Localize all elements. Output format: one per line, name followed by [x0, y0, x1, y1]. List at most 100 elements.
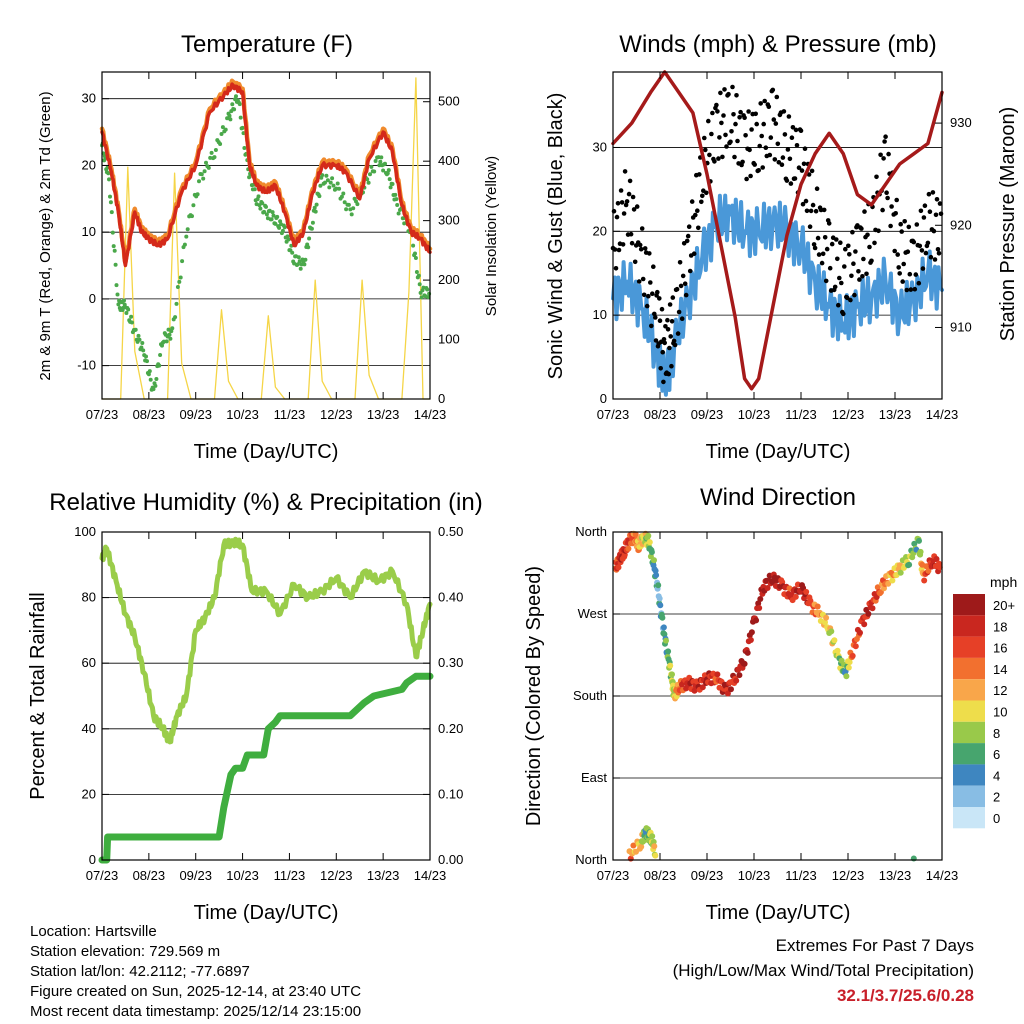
legend-label: 4: [993, 768, 1000, 783]
temperature-2m-line: [100, 82, 432, 268]
dewpoint-point: [314, 202, 319, 207]
dewpoint-point: [157, 363, 162, 368]
y-tick-label: East: [581, 770, 607, 785]
gust-point: [856, 269, 861, 274]
dewpoint-point: [278, 219, 283, 224]
gust-point: [849, 273, 854, 279]
x-tick-label: 07/23: [86, 407, 119, 422]
gust-point: [691, 251, 697, 256]
dewpoint-point: [191, 203, 196, 208]
winds-ylabel-left: Sonic Wind & Gust (Blue, Black): [545, 93, 567, 380]
dewpoint-point: [228, 117, 233, 122]
dewpoint-point: [395, 203, 400, 207]
direction-point: [814, 603, 821, 610]
gust-point: [763, 145, 769, 150]
gust-point: [738, 109, 743, 115]
gust-point: [911, 239, 917, 245]
gust-point: [881, 156, 886, 161]
dewpoint-point: [126, 307, 131, 312]
gust-point: [934, 197, 940, 202]
dewpoint-point: [137, 337, 142, 342]
dewpoint-point: [174, 301, 179, 306]
dewpoint-point: [390, 182, 395, 186]
x-tick-label: 13/23: [879, 407, 912, 422]
dewpoint-point: [139, 345, 144, 350]
gust-point: [757, 143, 762, 149]
gust-point: [884, 190, 889, 195]
dewpoint-point: [355, 202, 360, 207]
temperature-9m-line: [99, 78, 433, 265]
x-tick-label: 10/23: [738, 407, 771, 422]
dewpoint-point: [147, 369, 152, 374]
gust-point: [729, 129, 734, 134]
gust-point: [743, 133, 748, 138]
gust-point: [771, 117, 777, 122]
dewpoint-point: [180, 259, 185, 264]
gust-point: [835, 256, 840, 262]
gust-point: [772, 157, 778, 162]
gust-point: [801, 161, 807, 167]
direction-point: [714, 671, 721, 678]
dewpoint-point: [212, 155, 217, 160]
y-tick-label: 80: [82, 590, 96, 605]
x-tick-label: 13/23: [879, 868, 912, 883]
y-tick-label: 20: [82, 157, 96, 172]
dewpoint-point: [318, 183, 323, 188]
direction-point: [625, 545, 632, 552]
gust-point: [685, 233, 691, 239]
dewpoint-point: [317, 194, 322, 199]
legend-swatch: [953, 615, 985, 637]
gust-point: [626, 191, 632, 197]
gust-point: [904, 287, 910, 293]
gust-point: [752, 162, 757, 167]
temperature-ylabel-right: Solar Insolation (Yellow): [483, 156, 500, 316]
direction-point: [667, 662, 674, 669]
y2-tick-label: 920: [950, 217, 972, 232]
gust-point: [629, 240, 635, 246]
direction-point: [630, 842, 637, 849]
dewpoint-point: [110, 230, 115, 235]
gust-point: [749, 127, 754, 132]
dewpoint-point: [252, 187, 257, 192]
dewpoint-point: [331, 183, 336, 188]
gust-point: [665, 317, 670, 323]
direction-point: [741, 660, 748, 667]
gust-point: [899, 229, 904, 234]
gust-point: [722, 87, 727, 92]
dewpoint-point: [247, 175, 252, 180]
gust-point: [668, 334, 673, 339]
gust-point: [820, 251, 826, 257]
gust-point: [802, 146, 808, 151]
direction-point: [917, 548, 924, 555]
gust-point: [913, 272, 919, 277]
gust-point: [665, 327, 671, 332]
gust-point: [861, 256, 866, 262]
winds-left-ticks: 0 10 20 30: [593, 139, 620, 406]
dewpoint-point: [369, 164, 374, 169]
dewpoint-point: [223, 127, 228, 132]
gust-point: [922, 203, 928, 208]
gust-point: [853, 249, 858, 254]
dewpoint-point: [402, 221, 407, 226]
humidity-x-ticks: 07/23 08/23 09/23 10/23 11/23 12/23 13/23 14/23: [86, 532, 446, 883]
y2-tick-label: 400: [438, 153, 460, 168]
x-tick-label: 08/23: [133, 868, 166, 883]
x-tick-label: 07/23: [597, 407, 630, 422]
gust-point: [800, 201, 806, 207]
gust-point: [671, 338, 677, 344]
dewpoint-point: [285, 234, 290, 239]
legend-swatch: [953, 764, 985, 786]
gust-point: [614, 214, 620, 220]
direction-point: [933, 556, 940, 562]
dewpoint-point: [302, 262, 307, 267]
x-tick-label: 12/23: [832, 407, 865, 422]
figure-created: Figure created on Sun, 2025-12-14, at 23…: [30, 983, 362, 1000]
gust-point: [808, 208, 814, 214]
gust-point: [926, 191, 932, 197]
dewpoint-point: [282, 225, 287, 230]
dewpoint-point: [325, 178, 330, 183]
gust-point: [895, 252, 900, 257]
direction-left-ticks: North East South West North: [573, 524, 620, 867]
dewpoint-point: [190, 214, 194, 219]
direction-point: [792, 593, 799, 600]
